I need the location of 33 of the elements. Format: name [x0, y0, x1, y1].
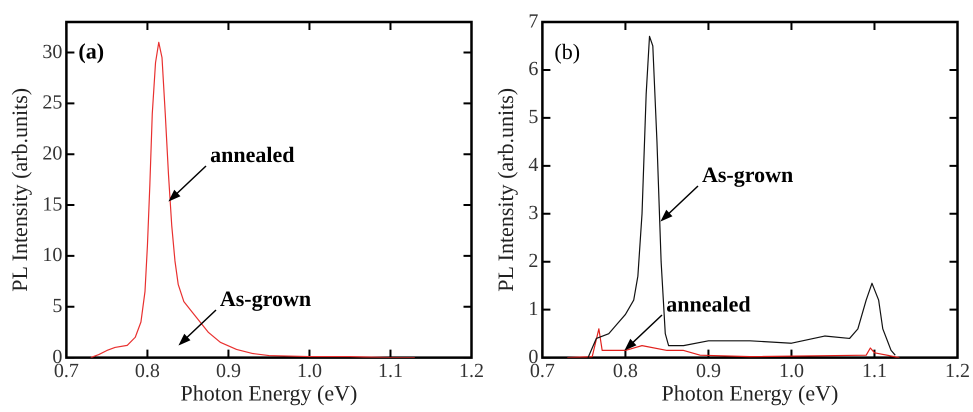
y-tick-label: 20 — [42, 142, 62, 164]
x-tick-label: 1.0 — [778, 360, 804, 382]
annotation: As-grown — [220, 286, 312, 312]
annotation: annealed — [666, 291, 751, 316]
x-tick-label: 0.8 — [612, 360, 638, 382]
x-tick-label: 0.9 — [696, 360, 721, 382]
x-tick-label: 1.1 — [862, 360, 887, 382]
x-tick-label: 1.2 — [945, 360, 970, 382]
x-tick-label: 0.9 — [216, 360, 241, 382]
y-tick-label: 7 — [528, 10, 538, 32]
text: (a) — [78, 38, 104, 64]
y-tick-label: 10 — [42, 244, 62, 266]
text: (b) — [554, 38, 580, 64]
x-tick-label: 0.8 — [134, 360, 160, 382]
y-axis-title: PL Intensity (arb.units) — [492, 88, 518, 292]
x-axis-title: Photon Energy (eV) — [180, 380, 358, 406]
y-tick-label: 5 — [52, 295, 62, 317]
y-tick-label: 1 — [528, 298, 538, 320]
annotation: annealed — [210, 142, 294, 167]
y-tick-label: 6 — [528, 58, 538, 80]
y-tick-label: 15 — [42, 193, 62, 216]
x-axis-title: Photon Energy (eV) — [662, 380, 838, 406]
y-tick-label: 5 — [528, 106, 538, 128]
annotation: As-grown — [702, 162, 794, 188]
x-tick-label: 1.0 — [296, 360, 322, 382]
y-tick-label: 2 — [528, 250, 538, 272]
x-tick-label: 1.1 — [378, 360, 403, 382]
y-axis-title: PL Intensity (arb.units) — [6, 88, 32, 292]
x-tick-label: 1.2 — [459, 360, 484, 382]
y-tick-label: 3 — [528, 202, 538, 224]
y-tick-label: 30 — [42, 40, 62, 63]
y-tick-label: 25 — [42, 92, 62, 114]
y-tick-label: 4 — [528, 154, 538, 176]
